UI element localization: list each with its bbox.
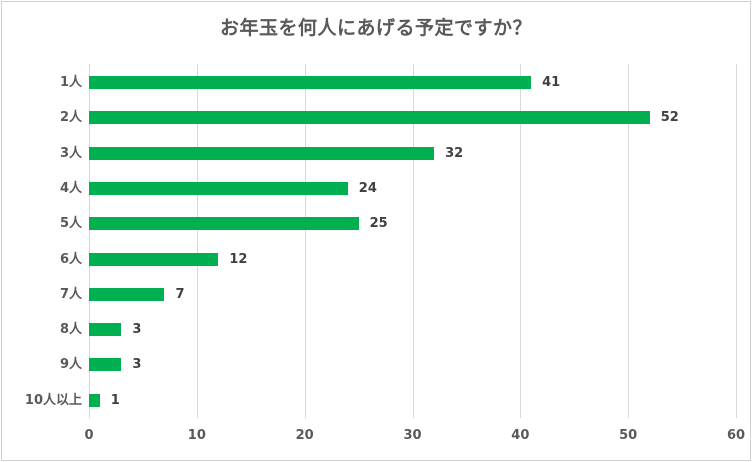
bar (89, 287, 165, 301)
category-label: 9人 (59, 357, 82, 373)
category-label: 3人 (59, 145, 82, 161)
gridline (520, 64, 522, 418)
data-label: 7 (175, 286, 185, 302)
bar (89, 181, 348, 195)
bar (89, 358, 122, 372)
category-label: 8人 (59, 322, 82, 338)
gridline (196, 64, 198, 418)
gridline (736, 64, 737, 418)
x-tick-label: 20 (295, 428, 314, 443)
category-label: 2人 (59, 110, 82, 126)
data-label: 12 (229, 251, 248, 267)
data-label: 52 (660, 110, 679, 126)
category-label: 1人 (59, 75, 82, 90)
data-label: 25 (369, 216, 388, 232)
x-tick-label: 30 (403, 428, 422, 443)
x-tick-label: 50 (619, 428, 638, 443)
data-label: 32 (445, 145, 464, 161)
data-label: 3 (132, 357, 142, 373)
category-label: 10人以上 (24, 392, 82, 408)
bar (89, 252, 219, 266)
category-label: 5人 (59, 216, 82, 232)
gridline (89, 64, 90, 418)
data-label: 24 (358, 180, 377, 196)
x-tick-label: 40 (511, 428, 530, 443)
chart-title: お年玉を何人にあげる予定ですか？ (219, 17, 532, 39)
bar (89, 323, 122, 337)
bar (89, 217, 359, 231)
gridline (412, 64, 414, 418)
bar (89, 146, 435, 160)
data-label: 3 (132, 322, 142, 338)
x-tick-label: 10 (187, 428, 206, 443)
bar (89, 76, 532, 89)
data-label: 1 (110, 392, 120, 408)
gridline (304, 64, 306, 418)
x-tick-label: 0 (84, 428, 94, 443)
category-label: 6人 (59, 251, 82, 267)
category-label: 4人 (59, 180, 82, 196)
gridline (628, 64, 630, 418)
category-label: 7人 (59, 286, 82, 302)
x-tick-label: 60 (726, 428, 746, 443)
plot-area (89, 64, 737, 418)
data-label: 41 (542, 75, 561, 90)
bar (89, 111, 650, 125)
bar (89, 393, 100, 407)
